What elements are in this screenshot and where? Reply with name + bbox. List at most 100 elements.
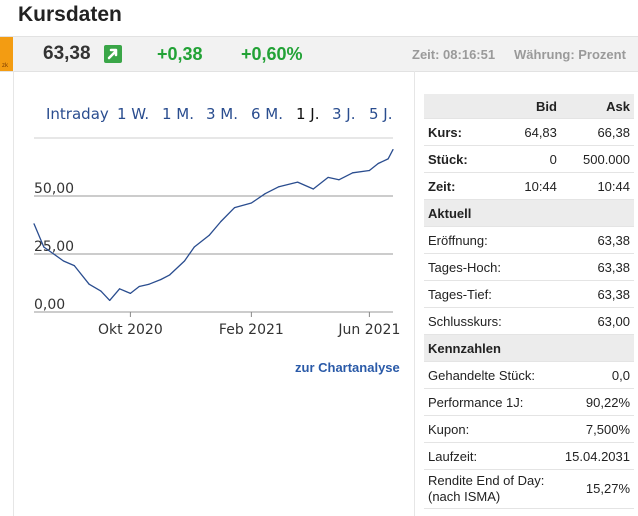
row-value: 90,22%	[560, 388, 634, 416]
data-point	[327, 176, 329, 179]
data-point	[392, 149, 394, 151]
data-point	[118, 288, 121, 290]
price-bar: zk 63,38 +0,38 +0,60% Zeit: 08:16:51 Wäh…	[0, 36, 638, 72]
row-label: Kurs:	[424, 118, 499, 146]
bid-header: Bid	[498, 94, 561, 119]
table-row: Stück: 0 500.000	[424, 145, 634, 173]
table-row: Zeit: 10:44 10:44	[424, 172, 634, 200]
row-value: 7,500%	[560, 415, 634, 443]
table-row: Performance 1J: 90,22%	[424, 388, 634, 416]
row-value: 63,38	[560, 226, 634, 254]
data-point	[53, 253, 55, 255]
data-point	[73, 265, 75, 267]
tab-3y[interactable]: 3 J.	[332, 105, 356, 123]
y-tick-label: 25,00	[34, 239, 74, 255]
row-label: Tages-Tief:	[424, 280, 561, 308]
x-tick-label: Feb 2021	[219, 322, 284, 338]
tab-1m[interactable]: 1 M.	[162, 105, 195, 123]
data-point	[296, 181, 299, 183]
data-point	[148, 283, 150, 285]
section-header: Aktuell	[424, 199, 634, 227]
table-row: Laufzeit: 15.04.2031	[424, 442, 634, 470]
tab-1w[interactable]: 1 W.	[117, 105, 150, 123]
data-point	[208, 234, 210, 237]
table-row: Tages-Tief: 63,38	[424, 280, 634, 308]
table-header-row: Bid Ask	[424, 94, 634, 119]
data-point	[352, 172, 354, 174]
data-point	[193, 246, 195, 248]
data-point	[278, 186, 280, 188]
y-tick-label: 50,00	[34, 181, 74, 197]
tab-5y[interactable]: 5 J.	[369, 105, 393, 123]
price-series-line	[33, 149, 394, 302]
data-point	[160, 278, 162, 281]
chart-analysis-link[interactable]: zur Chartanalyse	[295, 360, 400, 375]
row-value: 63,38	[560, 253, 634, 281]
change-absolute: +0,38	[157, 44, 203, 64]
section-header: Kennzahlen	[424, 334, 634, 362]
data-point	[100, 290, 102, 292]
tab-intraday[interactable]: Intraday	[46, 105, 109, 123]
table-row: Gehandelte Stück: 0,0	[424, 361, 634, 389]
table-row: Eröffnung: 63,38	[424, 226, 634, 254]
exchange-badge-label: zk	[2, 63, 8, 69]
table-row: Kupon: 7,500%	[424, 415, 634, 443]
price-chart: 0,00 25,00 50,00 Okt 2020 Feb 2021 Jun 2021	[33, 137, 400, 338]
exchange-badge: zk	[0, 37, 13, 71]
row-label: Stück:	[424, 145, 499, 173]
data-point	[387, 158, 389, 160]
row-label: Eröffnung:	[424, 226, 561, 254]
data-point	[33, 223, 35, 225]
tab-6m[interactable]: 6 M.	[251, 105, 284, 123]
data-point	[138, 285, 140, 288]
change-percent: +0,60%	[241, 44, 303, 64]
data-point	[234, 207, 236, 209]
row-label: Zeit:	[424, 172, 499, 200]
table-row: Schlusskurs: 63,00	[424, 307, 634, 335]
data-point	[43, 246, 45, 248]
row-label: Performance 1J:	[424, 388, 561, 416]
data-point	[220, 220, 222, 223]
table-row: Tages-Hoch: 63,38	[424, 253, 634, 281]
data-point	[250, 202, 252, 204]
x-tick-label: Okt 2020	[98, 322, 163, 338]
data-point	[169, 274, 171, 276]
row-label: Schlusskurs:	[424, 307, 561, 335]
table-row: Rendite End of Day:(nach ISMA) 15,27%	[424, 469, 634, 509]
row-label: Tages-Hoch:	[424, 253, 561, 281]
quote-time: Zeit: 08:16:51	[412, 47, 496, 62]
row-label: Laufzeit:	[424, 442, 561, 470]
data-point	[377, 162, 379, 165]
tab-3m[interactable]: 3 M.	[206, 105, 239, 123]
last-price: 63,38	[43, 43, 91, 64]
row-label: Kupon:	[424, 415, 561, 443]
tab-1y[interactable]: 1 J.	[296, 105, 320, 123]
ask-header: Ask	[560, 94, 634, 119]
chart-panel	[13, 71, 415, 516]
data-point	[183, 260, 186, 262]
ask-value: 66,38	[560, 118, 634, 146]
row-label: Rendite End of Day:(nach ISMA)	[424, 469, 561, 509]
data-point	[129, 292, 131, 295]
x-tick-label: Jun 2021	[337, 322, 400, 338]
bid-value: 0	[498, 145, 561, 173]
bid-value: 10:44	[498, 172, 561, 200]
currency-label: Währung: Prozent	[514, 47, 626, 62]
data-point	[88, 283, 90, 285]
arrow-up-icon	[104, 45, 122, 63]
section-title: Aktuell	[424, 199, 634, 227]
ask-value: 10:44	[560, 172, 634, 200]
section-title: Kennzahlen	[424, 334, 634, 362]
data-point	[62, 260, 65, 262]
row-label: Gehandelte Stück:	[424, 361, 561, 389]
quote-table: Bid Ask Kurs: 64,83 66,38 Stück: 0 500.0…	[424, 94, 634, 509]
y-tick-label: 0,00	[34, 297, 65, 313]
row-value: 15,27%	[560, 469, 634, 509]
row-value: 63,00	[560, 307, 634, 335]
row-value: 0,0	[560, 361, 634, 389]
bid-value: 64,83	[498, 118, 561, 146]
data-point	[264, 193, 266, 195]
data-point	[312, 188, 314, 190]
row-value: 63,38	[560, 280, 634, 308]
data-point	[109, 299, 111, 301]
